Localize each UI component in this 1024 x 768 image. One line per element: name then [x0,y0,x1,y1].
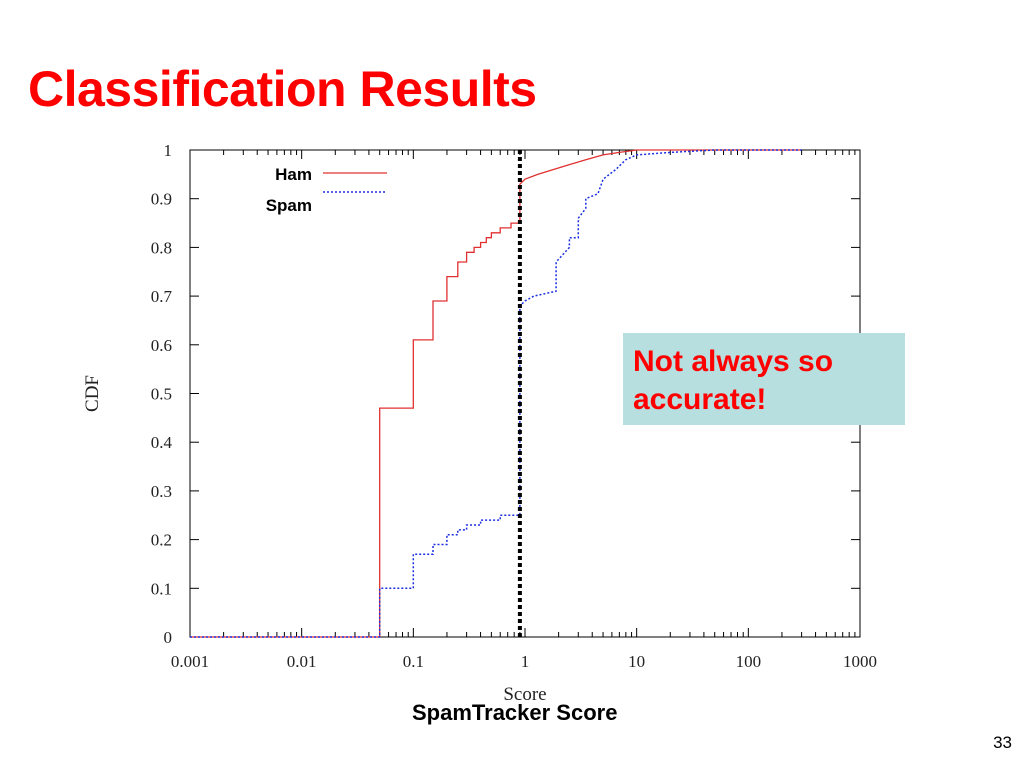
series-line-ham [190,149,802,638]
y-tick-label: 0.4 [151,433,173,452]
y-tick-label: 0.8 [151,238,172,257]
x-tick-label: 100 [736,652,762,671]
x-tick-label: 0.01 [287,652,317,671]
slide-title: Classification Results [28,61,537,117]
x-tick-label: 1 [521,652,530,671]
y-tick-label: 0 [164,628,173,647]
y-axis-label: CDF [82,375,103,412]
callout-line-2: accurate! [633,383,767,416]
y-tick-label: 0.9 [151,190,172,209]
y-tick-label: 0.6 [151,336,172,355]
legend-label-ham: Ham [275,165,312,184]
x-tick-label: 1000 [843,652,877,671]
x-axis-caption: SpamTracker Score [412,700,618,725]
x-tick-label: 0.001 [171,652,209,671]
legend-label-spam: Spam [266,196,312,215]
x-tick-label: 0.1 [403,652,424,671]
callout-line-1: Not always so [633,345,834,378]
y-tick-label: 0.1 [151,579,172,598]
y-tick-label: 0.5 [151,385,172,404]
x-axis-label: Score [503,684,546,705]
x-tick-label: 10 [628,652,645,671]
y-tick-label: 0.3 [151,482,172,501]
y-tick-label: 0.7 [151,287,173,306]
callout-box: Not always so accurate! [623,333,905,425]
page-number: 33 [993,733,1012,752]
y-tick-label: 1 [164,141,173,160]
legend: Ham Spam [266,165,387,215]
y-tick-label: 0.2 [151,531,172,550]
axis-ticks: 0.001 0.01 0.1 1 10 100 1000 0 0.1 0.2 0.3 0.4 0.5 0.… [151,141,877,671]
